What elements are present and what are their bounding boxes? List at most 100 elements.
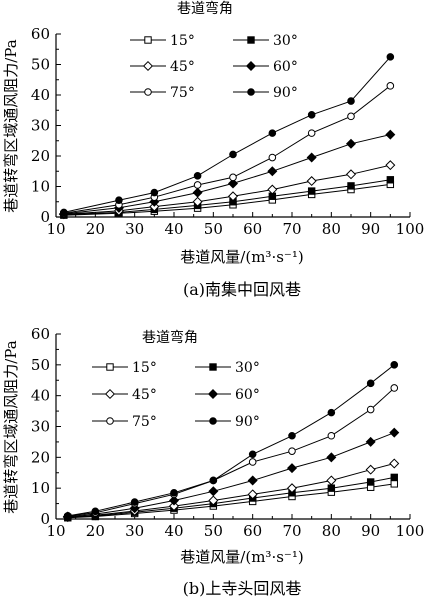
x-tick-label: 60 — [243, 220, 262, 238]
data-point — [365, 436, 376, 447]
data-point — [286, 463, 298, 474]
data-point — [307, 187, 316, 195]
data-point — [248, 450, 257, 459]
legend-marker — [207, 388, 219, 400]
series-5 — [60, 53, 395, 217]
legend-entry: 75° — [130, 85, 195, 101]
y-tick-label: 10 — [31, 479, 50, 497]
series-line — [67, 483, 395, 519]
data-point — [307, 111, 316, 119]
data-point — [385, 129, 396, 140]
legend-label: 60° — [235, 387, 260, 403]
x-tick-label: 100 — [396, 522, 425, 540]
legend-marker — [245, 60, 257, 72]
data-point — [389, 427, 400, 438]
x-tick-label: 80 — [322, 220, 341, 238]
legend-marker — [247, 88, 255, 96]
data-point — [386, 53, 395, 61]
series-line — [67, 432, 395, 517]
y-tick-label: 0 — [40, 510, 50, 528]
x-tick-label: 40 — [164, 522, 183, 540]
data-point — [168, 501, 180, 512]
x-tick-label: 60 — [243, 522, 262, 540]
legend-label: 30° — [235, 360, 260, 376]
legend-entry: 45° — [92, 387, 157, 403]
series-4 — [60, 82, 395, 218]
legend-entry: 45° — [130, 59, 195, 75]
legend-marker — [209, 417, 217, 425]
x-tick-label: 20 — [86, 522, 105, 540]
data-point — [209, 476, 218, 485]
data-point — [386, 82, 395, 90]
y-axis-label: 巷道转弯区域通风阻力/Pa — [2, 340, 20, 513]
data-point — [347, 97, 355, 105]
legend-marker — [144, 88, 152, 96]
y-tick-label: 30 — [31, 117, 50, 135]
y-tick-label: 50 — [31, 356, 50, 374]
data-point — [64, 512, 72, 520]
legend-title: 巷道弯角 — [177, 0, 233, 17]
x-tick-label: 50 — [204, 220, 223, 238]
y-tick-label: 50 — [31, 56, 50, 74]
data-point — [193, 181, 202, 189]
legend-title: 巷道弯角 — [142, 329, 198, 346]
legend: 巷道弯角 15° 30° 45° 60° 75° 90° — [130, 0, 298, 101]
y-axis-label: 巷道转弯区域通风阻力/Pa — [2, 39, 20, 212]
data-point — [248, 458, 257, 466]
data-point — [268, 153, 277, 162]
legend-label: 60° — [273, 59, 298, 75]
legend-entry: 15° — [92, 360, 157, 376]
series-line — [67, 463, 395, 518]
data-point — [390, 384, 399, 392]
legend-label: 75° — [132, 414, 157, 430]
data-point — [390, 480, 398, 488]
y-tick-label: 40 — [31, 387, 50, 405]
data-point — [60, 208, 68, 217]
legend: 巷道弯角 15° 30° 45° 60° 75° 90° — [92, 329, 260, 430]
series-4 — [64, 384, 399, 520]
y-tick-label: 60 — [31, 25, 50, 43]
series-2 — [58, 160, 396, 220]
data-point — [227, 178, 239, 189]
x-tick-label: 10 — [46, 522, 65, 540]
y-tick-label: 0 — [40, 208, 50, 226]
x-tick-label: 90 — [361, 220, 380, 238]
data-point — [208, 486, 219, 497]
data-point — [390, 473, 398, 482]
legend-label: 30° — [273, 33, 298, 49]
legend-marker — [106, 417, 114, 425]
legend-label: 15° — [170, 33, 195, 49]
data-point — [327, 484, 336, 492]
legend-entry: 60° — [195, 387, 260, 403]
legend-marker — [104, 388, 116, 400]
data-point — [347, 112, 355, 121]
data-point — [193, 172, 202, 180]
data-point — [326, 475, 337, 486]
data-point — [345, 138, 357, 149]
chart-caption: (b)上寺头回风巷 — [183, 579, 302, 598]
series-line — [63, 56, 391, 213]
x-tick-label: 70 — [282, 522, 301, 540]
data-point — [307, 129, 316, 137]
x-tick-label: 30 — [125, 522, 144, 540]
legend-marker — [247, 36, 255, 44]
data-point — [327, 408, 336, 417]
y-tick-label: 20 — [31, 147, 50, 165]
series-line — [63, 183, 391, 216]
legend-entry: 90° — [233, 85, 298, 101]
data-point — [192, 187, 203, 198]
data-point — [247, 489, 258, 500]
x-tick-label: 10 — [46, 220, 65, 238]
x-tick-label: 80 — [322, 522, 341, 540]
x-tick-label: 100 — [396, 220, 425, 238]
data-point — [192, 196, 203, 207]
legend-label: 90° — [235, 414, 260, 430]
y-tick-label: 20 — [31, 448, 50, 466]
x-tick-label: 40 — [164, 220, 183, 238]
data-point — [247, 475, 258, 486]
series-line — [67, 387, 395, 517]
data-point — [268, 129, 277, 137]
legend-entry: 90° — [195, 414, 260, 430]
series-5 — [64, 361, 399, 520]
